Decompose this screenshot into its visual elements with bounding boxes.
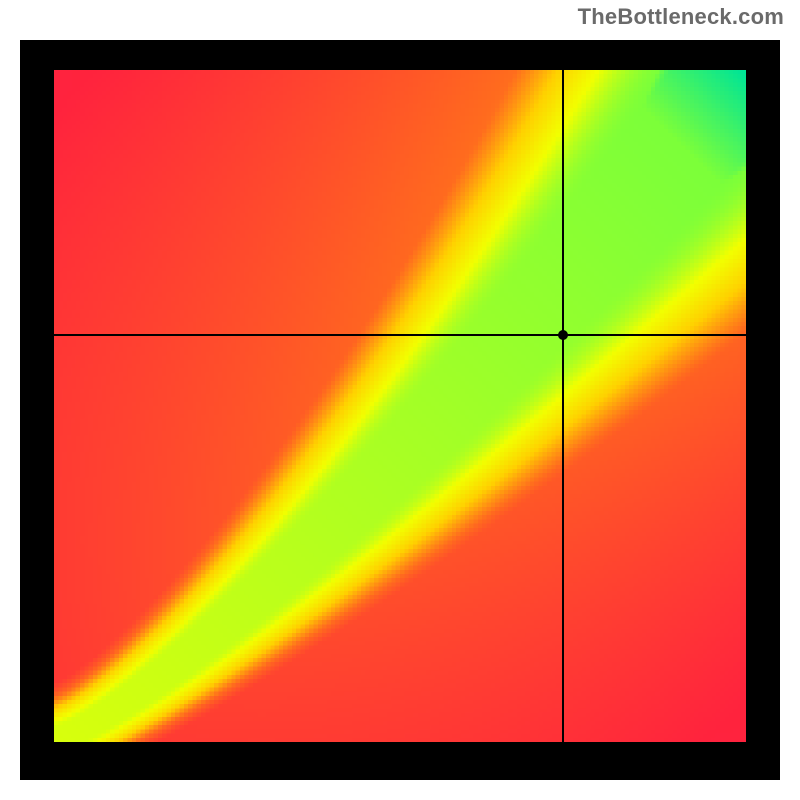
chart-frame	[20, 40, 780, 780]
bottleneck-heatmap	[54, 70, 746, 742]
watermark-text: TheBottleneck.com	[578, 4, 784, 30]
page-root: TheBottleneck.com	[0, 0, 800, 800]
plot-area	[54, 70, 746, 742]
